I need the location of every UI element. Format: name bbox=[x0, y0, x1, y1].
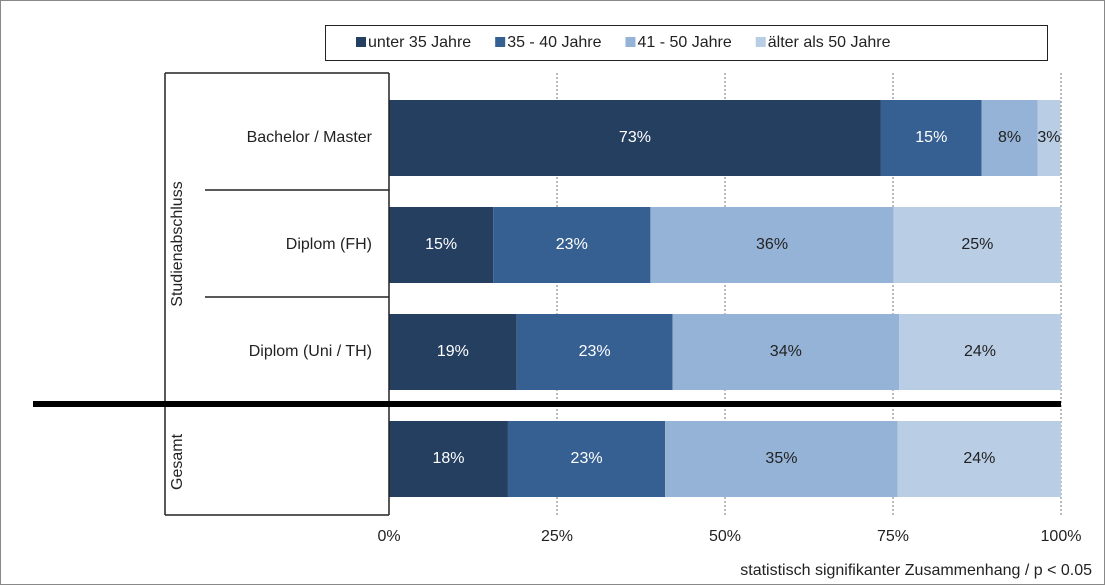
legend-swatch bbox=[625, 37, 636, 47]
y-tick-label: Bachelor / Master bbox=[247, 129, 373, 146]
bar-segment bbox=[672, 314, 900, 390]
group-label: Gesamt bbox=[169, 433, 186, 490]
group-label: Studienabschluss bbox=[169, 181, 186, 306]
bar-segment bbox=[507, 421, 666, 497]
bar-segment bbox=[389, 100, 881, 176]
x-tick-label: 75% bbox=[877, 528, 909, 545]
data-label: 25% bbox=[961, 236, 993, 253]
data-label: 23% bbox=[556, 236, 588, 253]
bar-segment bbox=[899, 314, 1061, 390]
data-label: 24% bbox=[963, 450, 995, 467]
data-label: 15% bbox=[915, 129, 947, 146]
bar-segment bbox=[493, 207, 651, 283]
bar-segment bbox=[665, 421, 898, 497]
legend-label: 35 - 40 Jahre bbox=[507, 34, 601, 51]
legend-label: 41 - 50 Jahre bbox=[637, 34, 731, 51]
legend-swatch bbox=[356, 37, 366, 47]
legend-swatch bbox=[755, 37, 766, 47]
data-label: 34% bbox=[770, 343, 802, 360]
x-tick-label: 25% bbox=[541, 528, 573, 545]
y-tick-label: Diplom (Uni / TH) bbox=[249, 343, 372, 360]
bar-segment bbox=[650, 207, 894, 283]
bar-segment bbox=[893, 207, 1061, 283]
data-label: 19% bbox=[437, 343, 469, 360]
y-tick-label: Diplom (FH) bbox=[286, 236, 372, 253]
data-label: 24% bbox=[964, 343, 996, 360]
separators bbox=[164, 72, 389, 516]
data-label: 23% bbox=[579, 343, 611, 360]
x-tick-label: 100% bbox=[1041, 528, 1082, 545]
bar-segment bbox=[389, 421, 508, 497]
data-label: 23% bbox=[571, 450, 603, 467]
data-label: 35% bbox=[765, 450, 797, 467]
x-tick-label: 50% bbox=[709, 528, 741, 545]
legend-box bbox=[325, 25, 1048, 61]
data-label: 8% bbox=[998, 129, 1021, 146]
bar-segment bbox=[389, 207, 494, 283]
bar-segment bbox=[1037, 100, 1061, 176]
data-label: 15% bbox=[425, 236, 457, 253]
data-label: 73% bbox=[619, 129, 651, 146]
data-label: 3% bbox=[1037, 129, 1060, 146]
bar-segment bbox=[897, 421, 1061, 497]
bar-segment bbox=[880, 100, 982, 176]
legend-label: älter als 50 Jahre bbox=[768, 34, 891, 51]
data-label: 18% bbox=[432, 450, 464, 467]
x-tick-label: 0% bbox=[377, 528, 400, 545]
legend-label: unter 35 Jahre bbox=[368, 34, 471, 51]
legend-swatch bbox=[495, 37, 506, 47]
bar-segment bbox=[516, 314, 673, 390]
bar-segment bbox=[981, 100, 1038, 176]
bar-segment bbox=[389, 314, 517, 390]
data-label: 36% bbox=[756, 236, 788, 253]
note: statistisch signifikanter Zusammenhang /… bbox=[740, 562, 1092, 579]
